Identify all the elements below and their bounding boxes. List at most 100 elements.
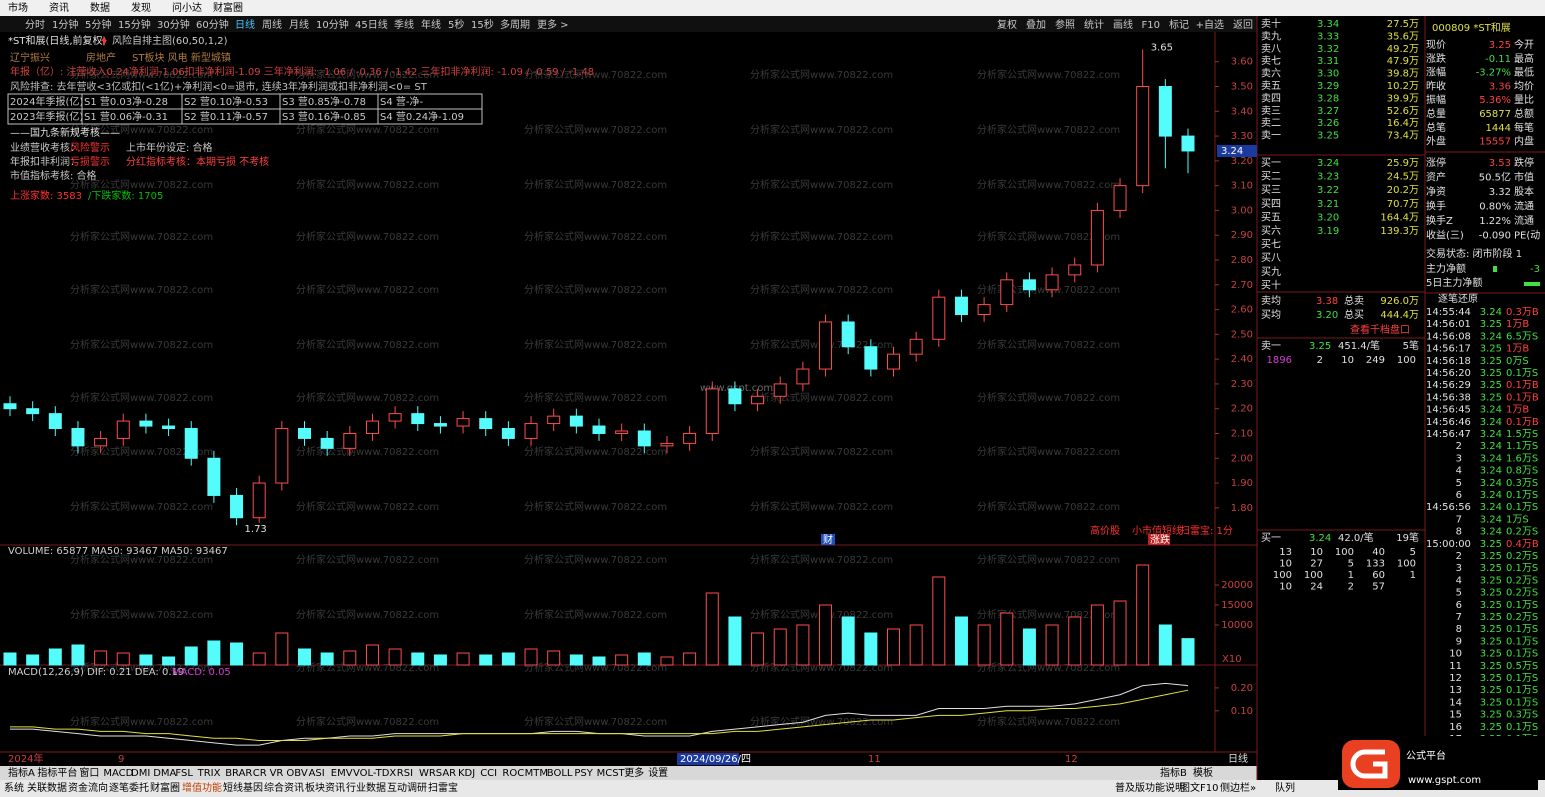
tab[interactable]: CR bbox=[253, 768, 267, 779]
candle-body bbox=[660, 442, 674, 447]
trade-time: 15 bbox=[1449, 710, 1462, 721]
tab[interactable]: 更多 bbox=[624, 766, 644, 779]
period-button[interactable]: 10分钟 bbox=[316, 18, 349, 31]
tool-button[interactable]: 叠加 bbox=[1026, 19, 1046, 31]
y-tick-label: 2.90 bbox=[1231, 230, 1253, 241]
tab[interactable]: DMA bbox=[153, 768, 176, 779]
period-button[interactable]: 日线 bbox=[235, 18, 255, 31]
tool-button[interactable]: F10 bbox=[1142, 20, 1160, 31]
tab[interactable]: TRIX bbox=[197, 768, 221, 779]
function-tab[interactable]: 综合资讯 bbox=[264, 781, 304, 794]
period-button[interactable]: 分时 bbox=[25, 19, 45, 31]
avg-price: 3.20 bbox=[1316, 310, 1338, 321]
period-button[interactable]: 15分钟 bbox=[118, 18, 151, 31]
period-button[interactable]: 周线 bbox=[262, 18, 282, 31]
quote-label: 市值 bbox=[1514, 171, 1534, 184]
quote-value: 15557 bbox=[1479, 137, 1511, 148]
tab[interactable]: MACD bbox=[103, 768, 133, 779]
tab[interactable]: ROC bbox=[502, 768, 524, 779]
function-tab[interactable]: 关联数据 bbox=[27, 781, 67, 794]
menu-item[interactable]: 问小达 bbox=[172, 1, 202, 14]
period-button[interactable]: 更多 > bbox=[537, 18, 569, 31]
tab[interactable]: OBV bbox=[286, 768, 307, 779]
period-button[interactable]: 5分钟 bbox=[85, 18, 111, 31]
bid-volume: 25.9万 bbox=[1387, 158, 1419, 169]
y-tick-label: 20000 bbox=[1221, 580, 1253, 591]
tab[interactable]: 设置 bbox=[648, 767, 668, 779]
function-tab[interactable]: 增值功能 bbox=[182, 781, 222, 794]
candle-body bbox=[252, 482, 266, 519]
period-button[interactable]: 30分钟 bbox=[157, 18, 190, 31]
tool-button[interactable]: +自选 bbox=[1196, 18, 1224, 31]
function-tab[interactable]: 资金流向 bbox=[68, 781, 108, 794]
function-tab[interactable]: 队列 bbox=[1275, 781, 1295, 794]
tab[interactable]: 指标B bbox=[1160, 766, 1187, 779]
menu-item[interactable]: 财富圈 bbox=[213, 1, 243, 14]
tab[interactable]: 模板 bbox=[1193, 766, 1213, 779]
tab[interactable]: BOLL bbox=[547, 768, 573, 779]
tab[interactable]: PSY bbox=[574, 768, 593, 779]
quote-label: 换手 bbox=[1426, 200, 1446, 213]
tab[interactable]: SAR bbox=[436, 768, 456, 779]
period-button[interactable]: 季线 bbox=[394, 18, 414, 31]
tool-button[interactable]: 复权 bbox=[997, 18, 1017, 31]
function-tab[interactable]: 扫雷宝 bbox=[428, 781, 458, 794]
tab[interactable]: 窗口 bbox=[79, 766, 99, 779]
tab[interactable]: RSI bbox=[397, 768, 413, 779]
tool-button[interactable]: 统计 bbox=[1084, 18, 1104, 31]
tab[interactable]: KDJ bbox=[458, 768, 475, 779]
function-tab[interactable]: 互动调研 bbox=[387, 782, 427, 794]
tool-button[interactable]: 参照 bbox=[1055, 18, 1075, 31]
tool-button[interactable]: 画线 bbox=[1113, 18, 1133, 31]
function-tab[interactable]: 行业数据 bbox=[346, 781, 386, 794]
tab[interactable]: ASI bbox=[309, 768, 325, 779]
tool-button[interactable]: 返回 bbox=[1233, 19, 1253, 31]
tab[interactable]: VR bbox=[270, 768, 284, 779]
ask-price: 3.34 bbox=[1317, 19, 1339, 30]
menu-item[interactable]: 资讯 bbox=[49, 2, 69, 14]
tab[interactable]: WR bbox=[419, 768, 436, 779]
period-button[interactable]: 5秒 bbox=[448, 18, 464, 31]
period-button[interactable]: 多周期 bbox=[500, 18, 530, 31]
tab[interactable]: MCST bbox=[597, 768, 626, 779]
y-tick-label: 2.70 bbox=[1231, 280, 1253, 291]
view-link[interactable]: 查看千档盘口 bbox=[1350, 323, 1410, 336]
trade-price: 3.25 bbox=[1480, 344, 1502, 355]
tab[interactable]: BRAR bbox=[225, 768, 252, 779]
period-button[interactable]: 月线 bbox=[289, 18, 309, 31]
menu-item[interactable]: 市场 bbox=[8, 1, 28, 14]
function-tab[interactable]: 财富圈 bbox=[150, 781, 180, 794]
period-button[interactable]: 15秒 bbox=[471, 18, 494, 31]
tab[interactable]: DMI bbox=[131, 768, 150, 779]
tab[interactable]: FSL bbox=[175, 768, 193, 779]
bid-volume: 139.3万 bbox=[1380, 226, 1419, 237]
tab[interactable]: 指标平台 bbox=[37, 766, 77, 779]
total-label: 总买 bbox=[1344, 308, 1364, 321]
period-button[interactable]: 年线 bbox=[421, 18, 441, 31]
menu-item[interactable]: 数据 bbox=[90, 1, 110, 14]
function-tab[interactable]: 短线基因 bbox=[223, 781, 263, 794]
period-button[interactable]: 45日线 bbox=[355, 18, 388, 31]
tool-button[interactable]: 标记 bbox=[1169, 19, 1189, 31]
period-button[interactable]: 1分钟 bbox=[52, 18, 78, 31]
bid-price: 3.22 bbox=[1317, 185, 1339, 196]
watermark: 分析家公式网www.70822.com bbox=[70, 338, 213, 351]
function-tab[interactable]: 逐笔委托 bbox=[109, 781, 149, 794]
trade-price: 3.25 bbox=[1480, 612, 1502, 623]
function-tab[interactable]: 系统 bbox=[4, 781, 24, 794]
ask-price: 3.33 bbox=[1317, 31, 1339, 42]
menu-item[interactable]: 发现 bbox=[131, 1, 151, 14]
function-tab[interactable]: 普及版功能说明 bbox=[1115, 781, 1185, 794]
function-tab[interactable]: 板块资讯 bbox=[305, 781, 345, 794]
function-tab[interactable]: 图文F10 bbox=[1180, 781, 1218, 794]
y-tick-label: 3.10 bbox=[1231, 181, 1253, 192]
period-button[interactable]: 60分钟 bbox=[196, 18, 229, 31]
tab[interactable]: VOL-TDX bbox=[353, 768, 396, 779]
tab[interactable]: CCI bbox=[480, 768, 497, 779]
trade-volume: 0.1万B bbox=[1506, 417, 1539, 428]
tab[interactable]: EMV bbox=[331, 768, 353, 779]
tab[interactable]: MTM bbox=[525, 768, 548, 779]
tab[interactable]: 指标A bbox=[8, 766, 35, 779]
trade-price: 3.25 bbox=[1480, 685, 1502, 696]
function-tab[interactable]: 侧边栏» bbox=[1220, 781, 1256, 794]
